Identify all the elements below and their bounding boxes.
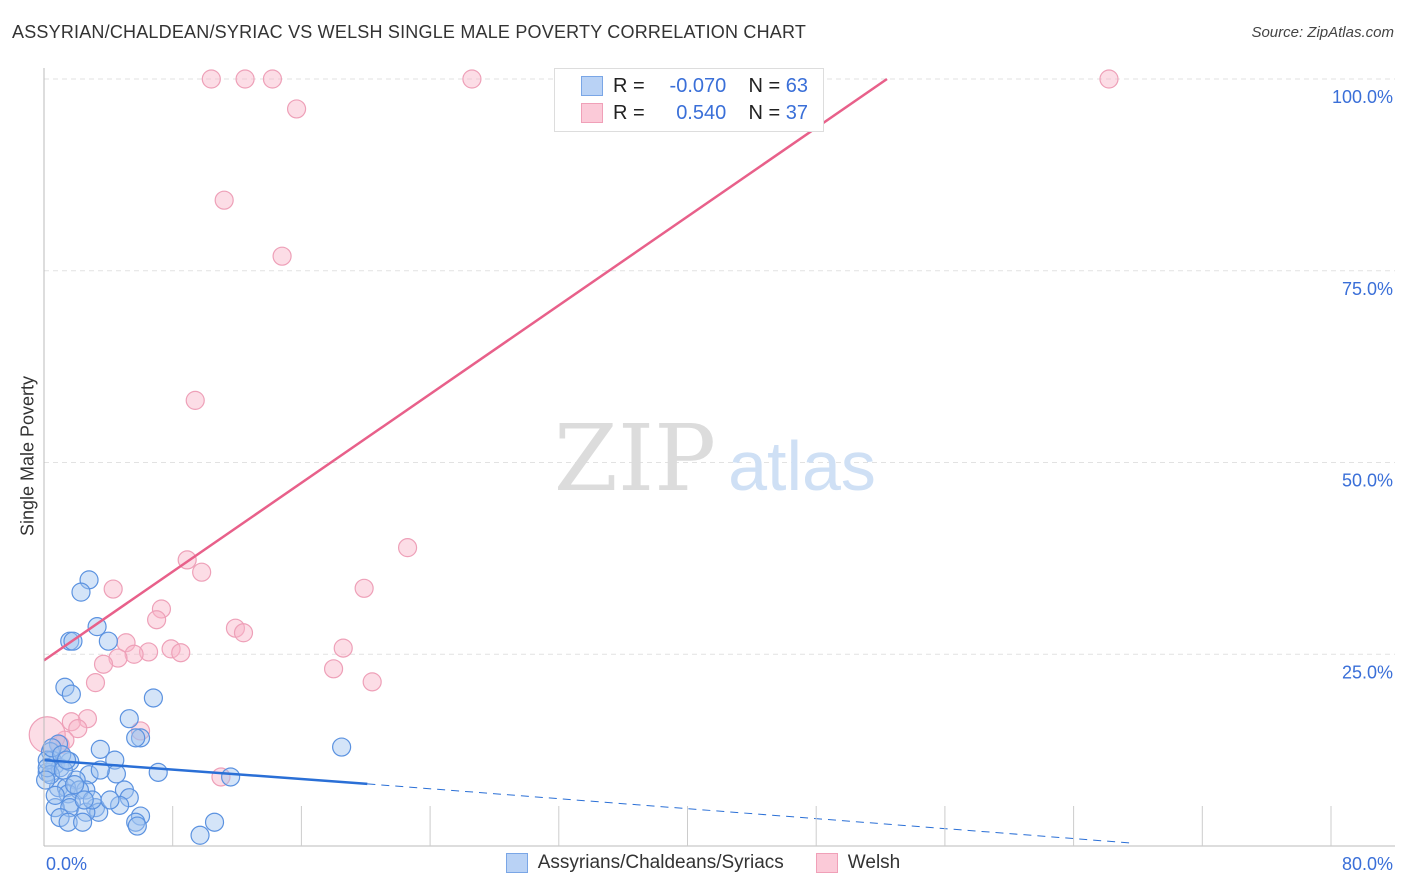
assyrian-point <box>110 795 130 815</box>
n-label: N = <box>748 101 781 124</box>
assyrian-point <box>98 631 118 651</box>
assyrian-point <box>143 688 163 708</box>
welsh-point <box>161 639 181 659</box>
welsh-point <box>272 246 292 266</box>
x-tick-label: 80.0% <box>1342 854 1393 874</box>
welsh-point <box>1099 69 1119 89</box>
welsh-trend-line <box>43 77 888 662</box>
assyrian-point <box>106 764 126 784</box>
assyrian-point <box>71 582 91 602</box>
x-tick-label: 0.0% <box>46 854 87 874</box>
welsh-point <box>362 672 382 692</box>
welsh-point <box>77 709 98 729</box>
welsh-point <box>108 648 128 668</box>
legend-label: Assyrians/Chaldeans/Syriacs <box>537 852 784 873</box>
assyrian-point <box>61 684 81 704</box>
legend-row-assyrians: R = -0.070 N = 63 <box>581 73 808 99</box>
welsh-point <box>192 562 212 582</box>
welsh-point <box>185 390 205 410</box>
welsh-point <box>462 69 482 89</box>
legend-swatch-blue <box>581 76 603 96</box>
legend-label: Welsh <box>847 852 901 873</box>
y-tick-label: 50.0% <box>1342 471 1393 491</box>
assyrian-point <box>126 728 146 748</box>
assyrian-point <box>119 788 139 808</box>
assyrian-point <box>127 816 147 836</box>
legend-swatch-blue <box>505 853 528 873</box>
assyrian-point <box>42 738 62 758</box>
assyrian-trend-extension <box>367 783 1130 844</box>
r-label: R = <box>613 101 645 124</box>
welsh-point <box>323 659 344 679</box>
legend-item-assyrians[interactable]: Assyrians/Chaldeans/Syriacs <box>505 852 784 874</box>
assyrian-point <box>130 728 151 748</box>
r-label: R = <box>613 74 645 97</box>
assyrian-point <box>90 739 110 759</box>
chart-title: ASSYRIAN/CHALDEAN/SYRIAC VS WELSH SINGLE… <box>12 22 807 42</box>
assyrian-point <box>190 825 210 845</box>
n-label: N = <box>748 74 781 97</box>
assyrian-point <box>204 812 225 832</box>
watermark-atlas: atlas <box>728 427 876 505</box>
welsh-point <box>138 642 159 662</box>
welsh-point <box>233 623 254 643</box>
legend-item-welsh[interactable]: Welsh <box>815 852 901 874</box>
welsh-point <box>171 643 191 663</box>
welsh-point <box>397 538 418 558</box>
welsh-point <box>147 610 167 630</box>
welsh-point <box>354 578 374 598</box>
r-value: -0.070 <box>669 74 727 97</box>
y-tick-label: 75.0% <box>1342 279 1393 299</box>
welsh-point <box>333 638 353 658</box>
assyrian-point <box>119 709 139 729</box>
welsh-point <box>124 644 144 664</box>
assyrian-point <box>64 775 85 795</box>
welsh-point <box>151 599 172 619</box>
assyrian-point <box>73 812 93 832</box>
source-label: Source: ZipAtlas.com <box>1251 24 1394 41</box>
legend-swatch-pink <box>815 853 838 873</box>
assyrian-point <box>58 812 78 832</box>
welsh-point <box>93 654 114 674</box>
assyrian-point <box>74 790 94 810</box>
n-value: 63 <box>785 74 808 97</box>
welsh-point <box>68 719 88 739</box>
assyrian-point <box>36 770 56 790</box>
legend-swatch-pink <box>581 103 603 123</box>
y-tick-label: 25.0% <box>1342 662 1393 682</box>
assyrian-point <box>45 785 65 805</box>
r-value: 0.540 <box>676 101 727 124</box>
welsh-point <box>214 190 234 210</box>
welsh-point <box>85 673 106 693</box>
legend-row-welsh: R = 0.540 N = 37 <box>581 100 808 126</box>
watermark-zip: ZIP <box>554 405 716 512</box>
welsh-point <box>235 69 255 89</box>
bottom-legend: Assyrians/Chaldeans/Syriacs Welsh <box>0 852 1406 874</box>
welsh-point <box>201 69 221 89</box>
assyrian-point <box>100 790 120 810</box>
y-tick-label: 100.0% <box>1332 87 1393 107</box>
assyrian-point <box>37 758 57 778</box>
n-value: 37 <box>785 101 808 124</box>
legend-box: R = -0.070 N = 63 R = 0.540 N = 37 <box>554 68 824 132</box>
assyrian-point <box>332 737 352 757</box>
assyrian-point <box>148 762 168 782</box>
welsh-point <box>286 99 307 119</box>
welsh-point <box>262 69 283 89</box>
assyrian-trend-line <box>43 758 368 786</box>
welsh-point <box>103 579 123 599</box>
assyrian-point <box>221 767 241 787</box>
